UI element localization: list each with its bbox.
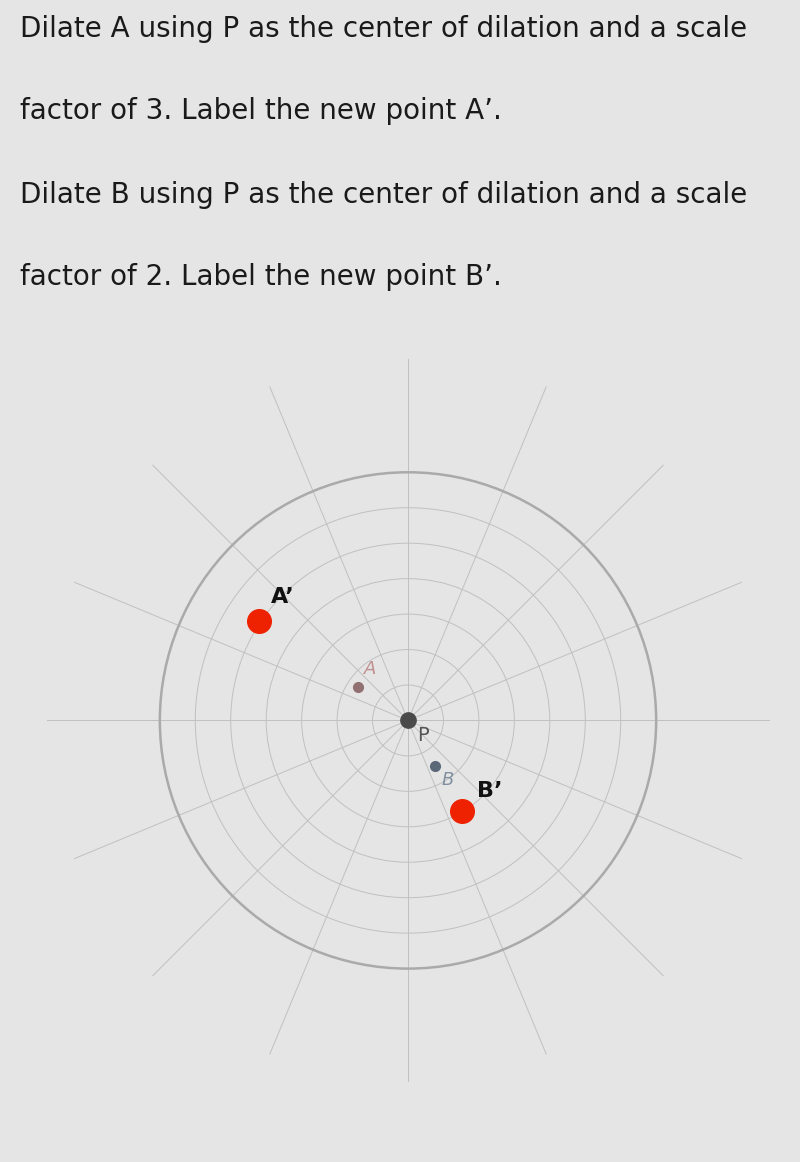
Text: Dilate B using P as the center of dilation and a scale: Dilate B using P as the center of dilati… [20, 181, 747, 209]
Text: A’: A’ [271, 587, 295, 607]
Text: B’: B’ [477, 781, 502, 801]
Text: Dilate A using P as the center of dilation and a scale: Dilate A using P as the center of dilati… [20, 15, 747, 43]
Text: factor of 2. Label the new point B’.: factor of 2. Label the new point B’. [20, 263, 502, 290]
Text: B: B [441, 772, 454, 789]
Text: A: A [364, 660, 377, 677]
Text: P: P [417, 726, 429, 746]
Text: factor of 3. Label the new point A’.: factor of 3. Label the new point A’. [20, 96, 502, 124]
